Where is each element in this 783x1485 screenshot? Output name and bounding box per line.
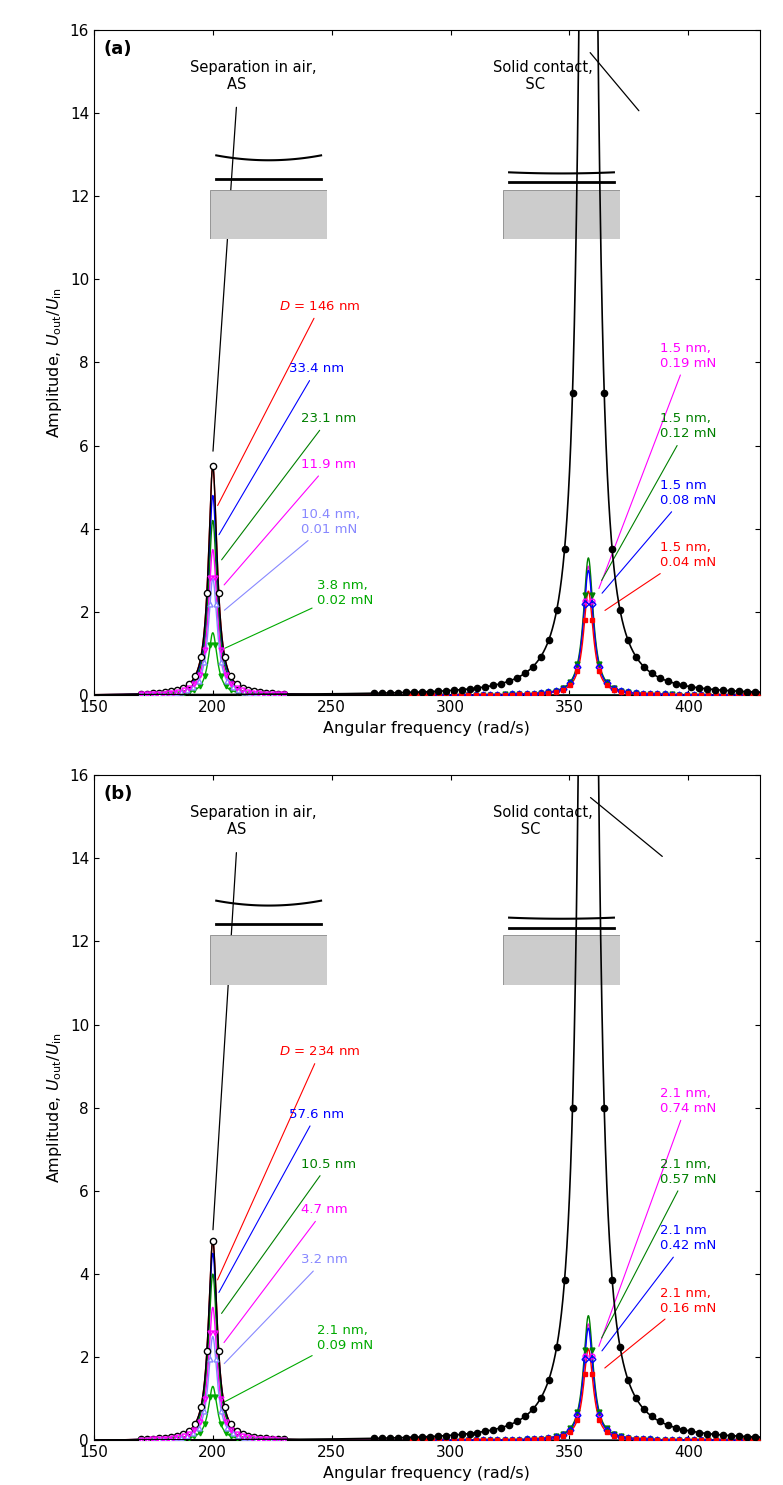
Text: Separation in air,
        AS: Separation in air, AS [190,805,317,838]
X-axis label: Angular frequency (rad/s): Angular frequency (rad/s) [323,720,530,735]
Text: 2.1 nm
0.42 mN: 2.1 nm 0.42 mN [602,1224,716,1351]
Text: 3.8 nm,
0.02 mN: 3.8 nm, 0.02 mN [225,579,373,649]
Text: 1.5 nm,
0.04 mN: 1.5 nm, 0.04 mN [605,541,716,610]
Text: 4.7 nm: 4.7 nm [224,1203,348,1342]
Text: 2.1 nm,
0.57 mN: 2.1 nm, 0.57 mN [601,1158,716,1338]
Text: 11.9 nm: 11.9 nm [224,457,356,585]
Text: 2.1 nm,
0.16 mN: 2.1 nm, 0.16 mN [604,1286,716,1368]
Text: 23.1 nm: 23.1 nm [222,413,356,560]
Text: 2.1 nm,
0.74 mN: 2.1 nm, 0.74 mN [599,1087,716,1347]
Text: (a): (a) [104,40,132,58]
Text: 57.6 nm: 57.6 nm [219,1108,344,1292]
Text: 1.5 nm,
0.19 mN: 1.5 nm, 0.19 mN [599,342,716,588]
Text: 33.4 nm: 33.4 nm [219,362,344,535]
Text: 1.5 nm,
0.12 mN: 1.5 nm, 0.12 mN [601,413,716,581]
Text: 3.2 nm: 3.2 nm [224,1253,348,1363]
Text: Solid contact,
      SC: Solid contact, SC [493,805,593,838]
Text: Solid contact,
       SC: Solid contact, SC [493,59,593,92]
X-axis label: Angular frequency (rad/s): Angular frequency (rad/s) [323,1466,530,1481]
Text: 10.5 nm: 10.5 nm [222,1158,356,1313]
Text: 2.1 nm,
0.09 mN: 2.1 nm, 0.09 mN [225,1325,373,1402]
Text: (b): (b) [104,786,133,803]
Text: 1.5 nm
0.08 mN: 1.5 nm 0.08 mN [602,478,716,593]
Text: $D$ = 234 nm: $D$ = 234 nm [218,1045,361,1280]
Y-axis label: Amplitude, $U_\mathrm{out}/U_\mathrm{in}$: Amplitude, $U_\mathrm{out}/U_\mathrm{in}… [45,1032,64,1184]
Text: $D$ = 146 nm: $D$ = 146 nm [218,300,361,505]
Text: Separation in air,
        AS: Separation in air, AS [190,59,317,92]
Y-axis label: Amplitude, $U_\mathrm{out}/U_\mathrm{in}$: Amplitude, $U_\mathrm{out}/U_\mathrm{in}… [45,287,64,438]
Text: 10.4 nm,
0.01 mN: 10.4 nm, 0.01 mN [225,508,360,610]
